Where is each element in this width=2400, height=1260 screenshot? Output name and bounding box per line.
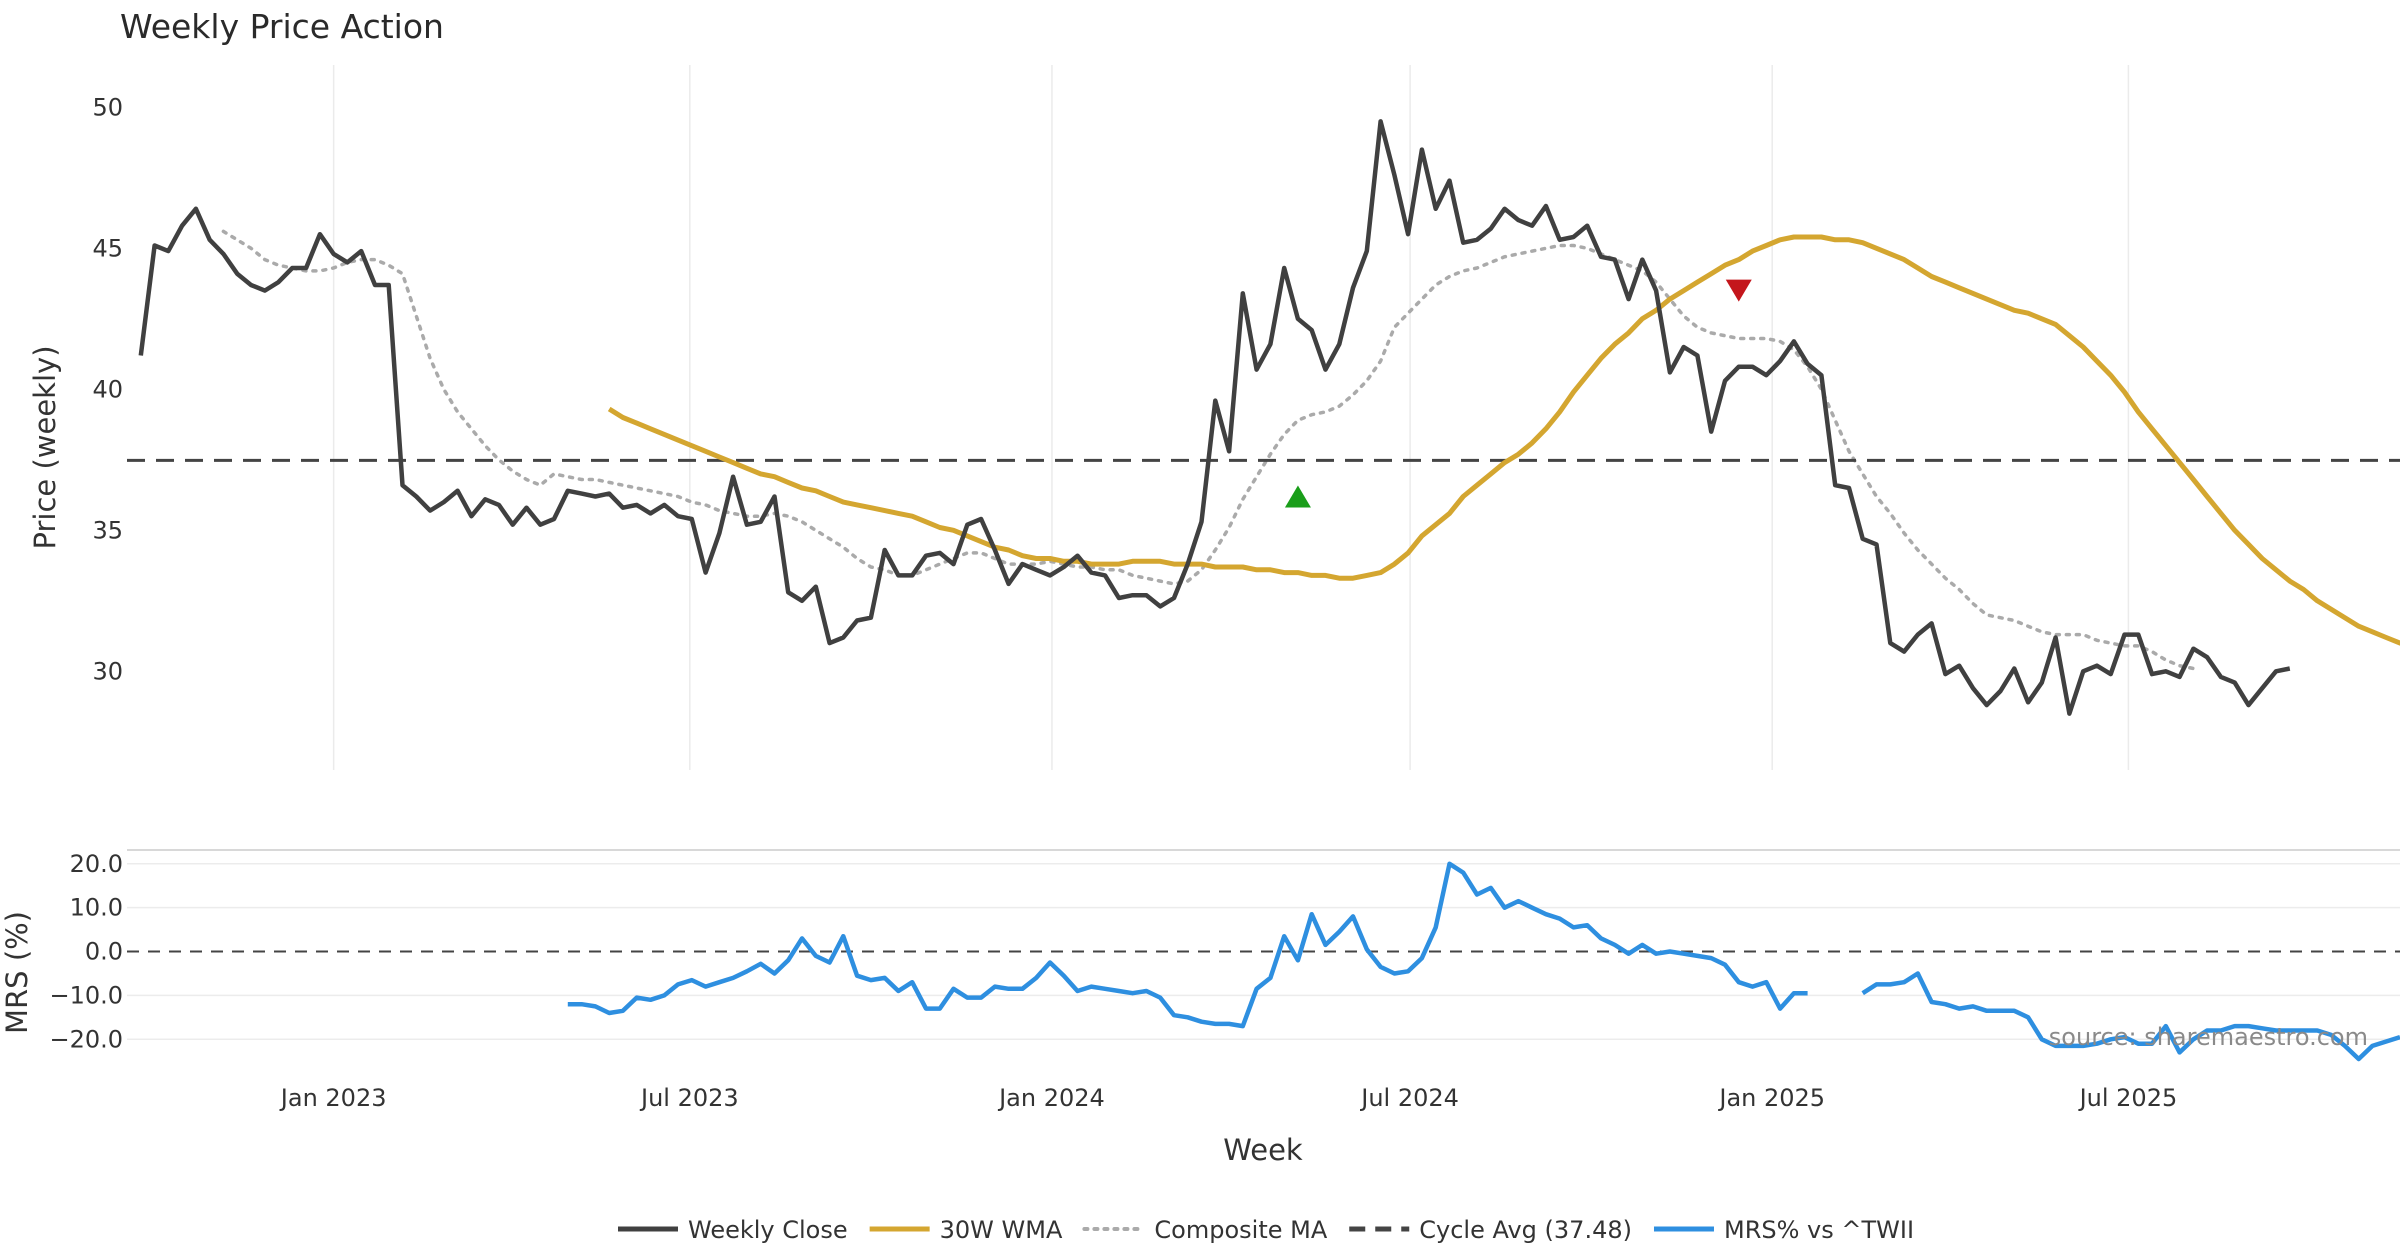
- mrs-y-tick-label: 10.0: [70, 894, 123, 922]
- x-tick-label: Jul 2024: [1359, 1084, 1459, 1112]
- price-y-tick-label: 30: [92, 657, 123, 685]
- mrs-series-layer: [567, 861, 2400, 1062]
- mrs-y-tick-label: −10.0: [49, 981, 123, 1009]
- mrs-y-ticks: 20.0 10.0 0.0 −10.0 −20.0: [49, 850, 123, 1054]
- x-axis-ticks: Jan 2023 Jul 2023 Jan 2024 Jul 2024 Jan 2025…: [279, 1084, 2177, 1112]
- x-tick-label: Jan 2024: [997, 1084, 1105, 1112]
- price-series-layer: [127, 119, 2400, 716]
- price-y-tick-label: 50: [92, 93, 123, 121]
- legend-label-weekly-close: Weekly Close: [688, 1216, 848, 1244]
- sell-signal-marker: [1725, 279, 1752, 302]
- source-note: source: sharemaestro.com: [2049, 1023, 2368, 1051]
- signal-markers: [1284, 279, 1752, 508]
- mrs-grid: [127, 863, 2400, 1041]
- buy-signal-marker: [1284, 485, 1311, 508]
- legend-label-30w-wma: 30W WMA: [940, 1216, 1063, 1244]
- x-tick-label: Jan 2025: [1717, 1084, 1825, 1112]
- mrs-panel: 20.0 10.0 0.0 −10.0 −20.0 MRS (%): [0, 850, 2400, 1062]
- series-mrs-vs-twii: [567, 861, 1808, 1029]
- series-weekly-close: [138, 119, 2291, 716]
- price-grid: [332, 65, 2130, 770]
- x-tick-label: Jul 2025: [2078, 1084, 2178, 1112]
- legend: Weekly Close 30W WMA Composite MA Cycle Avg…: [618, 1216, 1914, 1244]
- price-y-ticks: 30 35 40 45 50: [92, 93, 123, 685]
- price-panel: 30 35 40 45 50 Price (weekly): [28, 65, 2400, 770]
- x-tick-label: Jan 2023: [279, 1084, 387, 1112]
- price-y-tick-label: 40: [92, 375, 123, 403]
- mrs-y-axis-label: MRS (%): [0, 911, 34, 1034]
- legend-label-composite-ma: Composite MA: [1154, 1216, 1327, 1244]
- price-y-axis-label: Price (weekly): [28, 345, 62, 549]
- x-tick-label: Jul 2023: [639, 1084, 739, 1112]
- series-composite-ma: [221, 229, 2196, 671]
- series-mrs-vs-twii: [1861, 971, 2400, 1062]
- chart-title: Weekly Price Action: [120, 7, 444, 46]
- legend-label-cycle-avg-37-48: Cycle Avg (37.48): [1419, 1216, 1632, 1244]
- x-axis-label: Week: [1223, 1133, 1303, 1167]
- series-30w-wma: [607, 234, 2400, 646]
- mrs-y-tick-label: −20.0: [49, 1025, 123, 1053]
- legend-label-mrs-vs-twii: MRS% vs ^TWII: [1724, 1216, 1914, 1244]
- mrs-y-tick-label: 20.0: [70, 850, 123, 878]
- price-y-tick-label: 35: [92, 516, 123, 544]
- price-y-tick-label: 45: [92, 234, 123, 262]
- mrs-y-tick-label: 0.0: [85, 938, 123, 966]
